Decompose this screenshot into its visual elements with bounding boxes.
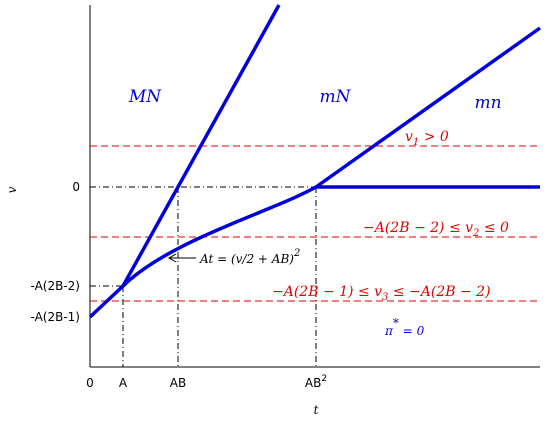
cond-text: −A(2B − 1) ≤ v — [272, 284, 382, 300]
x-tick-label: AB2 — [305, 374, 327, 390]
cond-text: ≤ −A(2B − 2) — [388, 284, 490, 300]
cond-text: −A(2B − 2) ≤ v — [363, 220, 473, 236]
pi-text: π — [384, 324, 394, 338]
condition-label: v1 > 0 — [405, 129, 449, 148]
y-tick-label: -A(2B-1) — [31, 310, 80, 324]
condition-label: −A(2B − 1) ≤ v3 ≤ −A(2B − 2) — [272, 284, 491, 303]
cond-text: v — [405, 129, 413, 145]
curve-text: At = (v/2 + AB) — [199, 252, 294, 266]
boundary-curve — [121, 185, 317, 288]
boundary-line — [88, 4, 281, 319]
y-axis-label: v — [5, 186, 19, 193]
cond-text: ≤ 0 — [479, 220, 509, 236]
cond-sub: 1 — [413, 137, 419, 148]
y-tick-label: 0 — [72, 180, 80, 194]
guide-lines — [90, 186, 317, 367]
pi-text: = 0 — [399, 324, 425, 338]
arrow — [167, 253, 196, 263]
pi-label: π* = 0 — [384, 316, 425, 338]
boundary-line — [314, 26, 542, 189]
cond-sub: 2 — [472, 228, 479, 239]
tick-sup: 2 — [321, 374, 327, 384]
x-tick-label: A — [119, 376, 128, 390]
x-tick-label: AB — [170, 376, 186, 390]
curve-sup: 2 — [293, 248, 300, 259]
pi-sup: * — [393, 316, 399, 330]
cond-sub: 3 — [382, 292, 388, 303]
y-tick-label: -A(2B-2) — [31, 279, 80, 293]
cond-text: > 0 — [419, 129, 449, 145]
curve-label: At = (v/2 + AB)2 — [199, 248, 300, 266]
x-tick-label: 0 — [86, 376, 94, 390]
region-label: MN — [128, 87, 162, 107]
tick-text: AB — [305, 376, 321, 390]
region-label: mn — [474, 93, 501, 113]
condition-label: −A(2B − 2) ≤ v2 ≤ 0 — [363, 220, 509, 239]
x-axis-label: t — [314, 403, 319, 417]
region-label: mN — [320, 87, 352, 107]
